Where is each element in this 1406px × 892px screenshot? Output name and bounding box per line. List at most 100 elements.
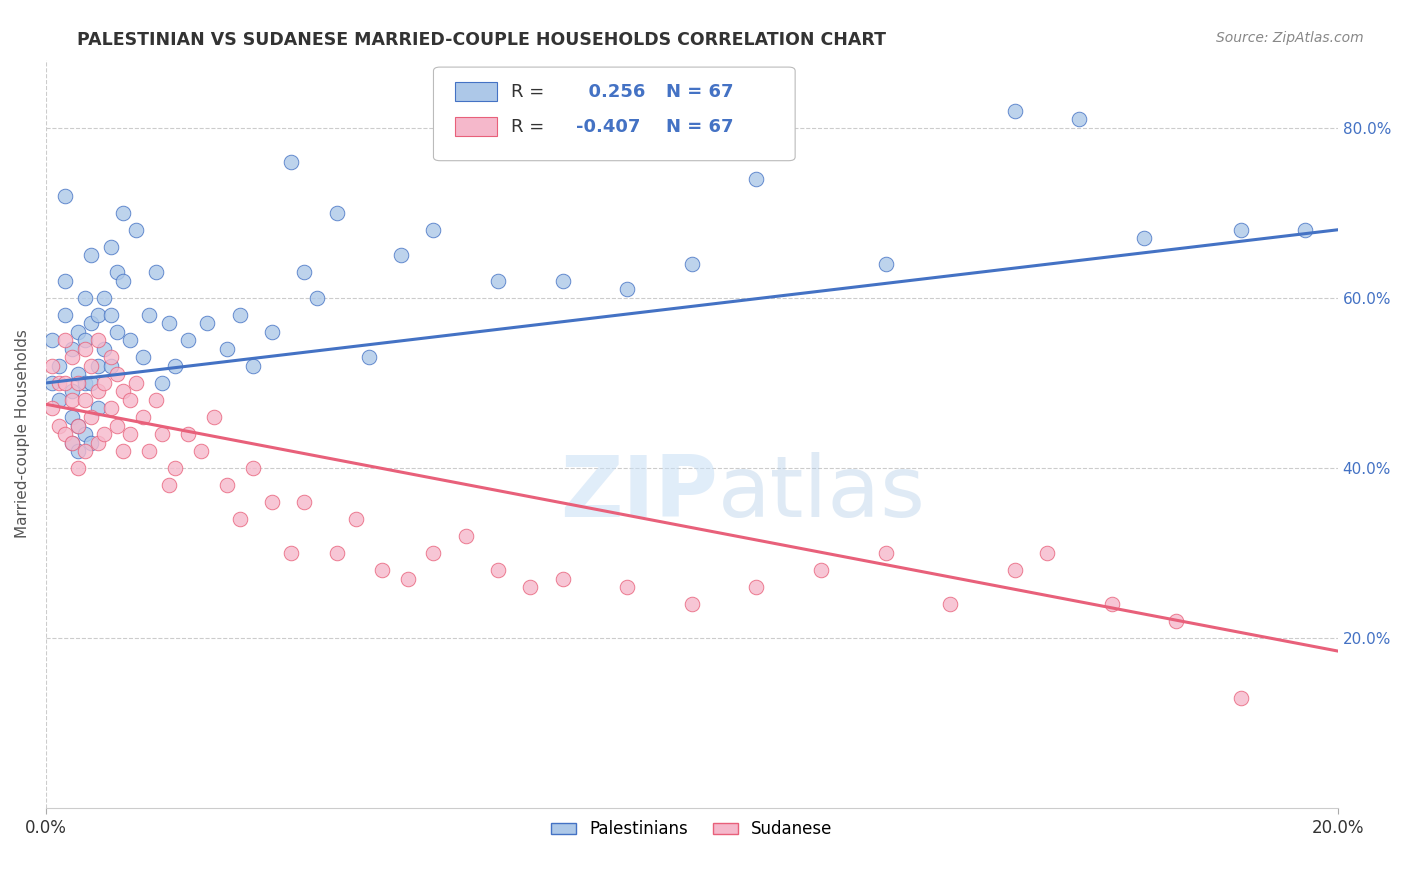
Text: N = 67: N = 67	[666, 118, 734, 136]
Text: Source: ZipAtlas.com: Source: ZipAtlas.com	[1216, 31, 1364, 45]
Point	[215, 478, 238, 492]
Text: atlas: atlas	[717, 452, 925, 535]
Point	[60, 351, 83, 365]
Point	[228, 512, 250, 526]
Point	[215, 342, 238, 356]
Point	[80, 317, 103, 331]
Point	[202, 409, 225, 424]
Point	[177, 334, 200, 348]
FancyBboxPatch shape	[456, 117, 496, 136]
Point	[80, 435, 103, 450]
Point	[60, 409, 83, 424]
Text: N = 67: N = 67	[666, 83, 734, 101]
Point	[67, 368, 90, 382]
Point	[145, 392, 167, 407]
Point	[875, 546, 897, 560]
Point	[67, 376, 90, 390]
Point	[681, 257, 703, 271]
Point	[67, 444, 90, 458]
Point	[1133, 231, 1156, 245]
Point	[105, 368, 128, 382]
Point	[86, 435, 108, 450]
Point	[132, 409, 155, 424]
Point	[53, 376, 76, 390]
Point	[67, 418, 90, 433]
Point	[41, 359, 63, 373]
Point	[810, 563, 832, 577]
Point	[73, 376, 96, 390]
Point	[80, 359, 103, 373]
Point	[745, 580, 768, 594]
Point	[486, 274, 509, 288]
Point	[371, 563, 394, 577]
Point	[86, 384, 108, 399]
Point	[280, 154, 302, 169]
Point	[53, 427, 76, 442]
Point	[242, 461, 264, 475]
Text: PALESTINIAN VS SUDANESE MARRIED-COUPLE HOUSEHOLDS CORRELATION CHART: PALESTINIAN VS SUDANESE MARRIED-COUPLE H…	[77, 31, 886, 49]
FancyBboxPatch shape	[456, 82, 496, 101]
Point	[307, 291, 329, 305]
Legend: Palestinians, Sudanese: Palestinians, Sudanese	[544, 814, 839, 845]
Point	[125, 376, 148, 390]
Point	[60, 435, 83, 450]
Point	[67, 325, 90, 339]
Point	[616, 282, 638, 296]
Point	[86, 359, 108, 373]
Point	[325, 206, 347, 220]
Point	[939, 597, 962, 611]
Point	[292, 265, 315, 279]
Point	[325, 546, 347, 560]
Point	[1004, 103, 1026, 118]
Text: R =: R =	[510, 118, 550, 136]
Point	[150, 427, 173, 442]
Point	[551, 274, 574, 288]
Point	[41, 334, 63, 348]
Point	[86, 401, 108, 416]
Point	[60, 384, 83, 399]
Point	[73, 291, 96, 305]
Point	[53, 334, 76, 348]
Point	[150, 376, 173, 390]
Point	[73, 392, 96, 407]
Point	[93, 291, 115, 305]
Point	[745, 171, 768, 186]
Point	[41, 401, 63, 416]
Point	[242, 359, 264, 373]
Point	[118, 427, 141, 442]
Point	[67, 418, 90, 433]
Point	[73, 444, 96, 458]
Point	[105, 325, 128, 339]
Point	[53, 274, 76, 288]
Point	[389, 248, 412, 262]
Point	[1229, 690, 1251, 705]
Point	[292, 495, 315, 509]
Point	[73, 334, 96, 348]
Text: -0.407: -0.407	[575, 118, 640, 136]
Point	[165, 461, 187, 475]
Point	[165, 359, 187, 373]
Point	[100, 351, 122, 365]
Point	[80, 248, 103, 262]
Point	[73, 342, 96, 356]
Point	[100, 359, 122, 373]
Point	[105, 265, 128, 279]
Point	[1229, 223, 1251, 237]
Text: R =: R =	[510, 83, 550, 101]
Point	[80, 376, 103, 390]
Point	[145, 265, 167, 279]
Point	[41, 376, 63, 390]
Point	[344, 512, 367, 526]
Point	[280, 546, 302, 560]
Point	[67, 461, 90, 475]
Point	[60, 392, 83, 407]
Point	[93, 342, 115, 356]
Point	[1166, 614, 1188, 628]
Point	[93, 376, 115, 390]
Point	[60, 435, 83, 450]
Point	[112, 206, 135, 220]
Point	[100, 308, 122, 322]
Point	[48, 359, 70, 373]
Point	[60, 342, 83, 356]
Point	[228, 308, 250, 322]
